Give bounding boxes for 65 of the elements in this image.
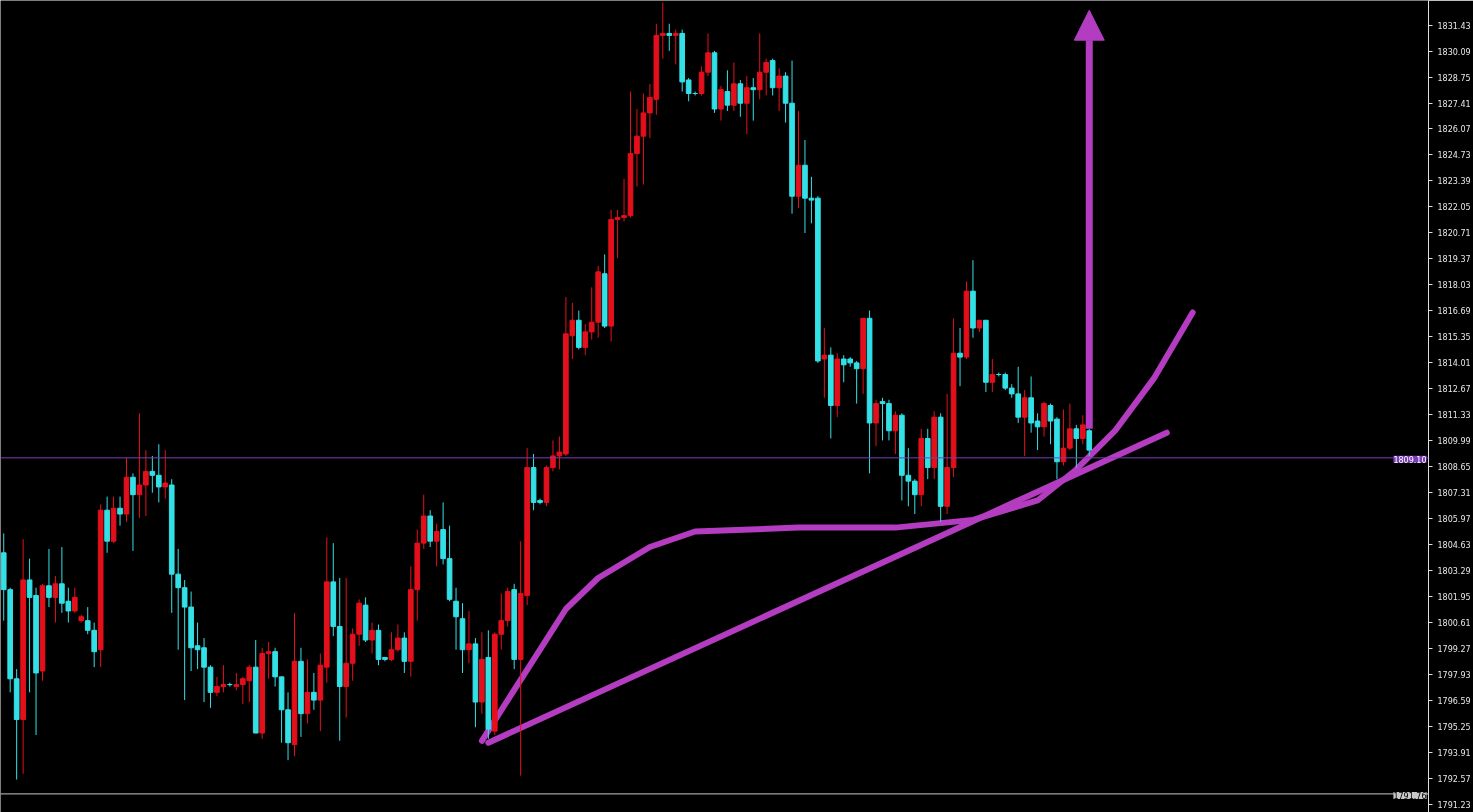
y-tick-label: 1826.07: [1437, 125, 1471, 135]
candlestick: [821, 327, 828, 399]
y-tick-label: 1811.33: [1437, 411, 1471, 421]
y-tick-label: 1792.57: [1437, 774, 1471, 784]
candlestick: [672, 29, 679, 65]
y-tick-label: 1801.95: [1437, 592, 1471, 602]
y-tick-label: 1804.63: [1437, 540, 1471, 550]
candlestick: [162, 449, 169, 500]
candlestick: [311, 672, 317, 711]
y-tick-label: 1816.69: [1437, 307, 1471, 317]
y-tick-label: 1812.67: [1437, 385, 1471, 395]
candlestick: [1041, 401, 1047, 438]
y-tick-label: 1807.31: [1437, 489, 1471, 499]
y-tick-label: 1797.93: [1437, 670, 1471, 680]
y-tick-label: 1819.37: [1437, 255, 1471, 265]
candlestick: [46, 548, 52, 608]
y-tick-label: 1803.29: [1437, 566, 1471, 576]
y-tick-label: 1814.01: [1437, 359, 1471, 369]
y-tick-label: 1824.73: [1437, 151, 1471, 161]
candlestick: [957, 327, 963, 387]
candlestick: [466, 610, 472, 664]
candlestick: [433, 523, 440, 567]
candlestick: [718, 85, 724, 122]
y-tick-label: 1805.97: [1437, 515, 1471, 525]
y-tick-label: 1822.05: [1437, 203, 1471, 213]
candlestick: [989, 358, 996, 393]
y-tick-label: 1795.25: [1437, 722, 1471, 732]
candlestick: [737, 79, 744, 118]
y-tick-label: 1830.09: [1437, 47, 1471, 57]
y-tick-label: 1815.35: [1437, 333, 1471, 343]
y-tick-label: 1793.91: [1437, 748, 1471, 758]
y-tick-label: 1823.39: [1437, 177, 1471, 187]
y-tick-label: 1818.03: [1437, 281, 1471, 291]
candlestick: [369, 622, 375, 655]
candlestick: [731, 62, 737, 112]
candlestick: [1079, 414, 1086, 445]
ref-line-label: 1809.10: [1393, 455, 1427, 465]
y-tick-label: 1828.75: [1437, 73, 1471, 83]
candlestick: [130, 472, 136, 552]
y-tick-label: 1799.27: [1437, 644, 1471, 654]
candlestick: [401, 631, 408, 674]
candlestick: [873, 399, 879, 447]
candlestick: [1021, 389, 1028, 457]
candlestick: [304, 658, 311, 724]
candlestick: [453, 587, 459, 651]
candlestick: [1073, 424, 1080, 469]
y-tick-label: 1800.61: [1437, 618, 1471, 628]
candlestick: [666, 23, 673, 52]
y-tick-label: 1820.71: [1437, 229, 1471, 239]
candlestick: [724, 69, 731, 112]
candlestick: [892, 410, 899, 455]
y-tick-label: 1808.65: [1437, 463, 1471, 473]
y-tick-label: 1791.23: [1437, 800, 1471, 810]
candlestick: [776, 67, 782, 112]
y-tick-label: 1831.43: [1437, 21, 1471, 31]
candlestick: [71, 587, 78, 614]
candlestick: [743, 75, 750, 135]
candlestick: [1086, 428, 1093, 457]
y-tick-label: 1827.41: [1437, 99, 1471, 109]
candlestick: [750, 77, 757, 122]
candlestick: [52, 575, 59, 624]
y-tick-label: 1809.99: [1437, 437, 1471, 447]
y-tick-label: 1796.59: [1437, 696, 1471, 706]
ref-line-label: 1791.76: [1393, 791, 1427, 801]
candlestick: [117, 496, 123, 527]
